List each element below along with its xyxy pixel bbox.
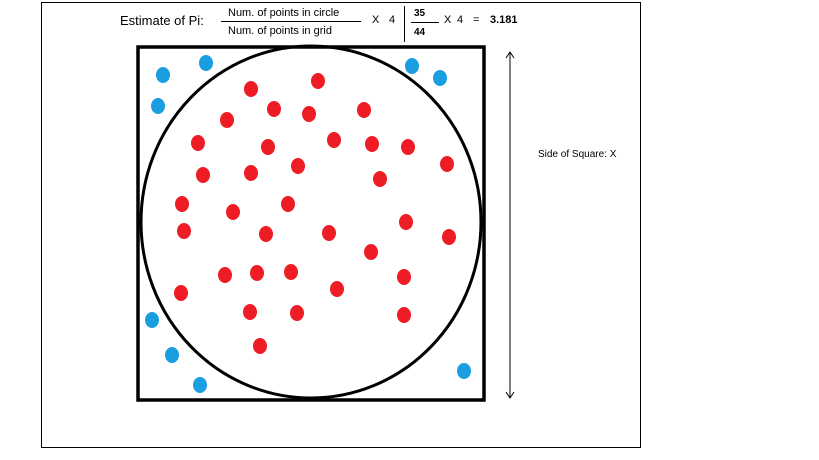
inside-point xyxy=(243,304,257,320)
outside-point xyxy=(165,347,179,363)
outside-point xyxy=(457,363,471,379)
inside-point xyxy=(175,196,189,212)
outside-points xyxy=(145,55,471,393)
arrowhead-top xyxy=(505,51,515,59)
inside-point xyxy=(253,338,267,354)
inside-point xyxy=(261,139,275,155)
inside-point xyxy=(218,267,232,283)
inside-point xyxy=(330,281,344,297)
inside-point xyxy=(397,269,411,285)
outside-point xyxy=(199,55,213,71)
inside-point xyxy=(357,102,371,118)
pi-estimate-result: 3.181 xyxy=(490,14,518,26)
arrowhead-bottom xyxy=(505,391,515,399)
inside-point xyxy=(401,139,415,155)
inside-point xyxy=(244,81,258,97)
inside-point xyxy=(291,158,305,174)
inside-point xyxy=(373,171,387,187)
inside-point xyxy=(191,135,205,151)
figure-frame xyxy=(41,2,641,448)
multiplier-2: 4 xyxy=(457,14,464,26)
inside-point xyxy=(442,229,456,245)
outside-point xyxy=(145,312,159,328)
inside-point xyxy=(364,244,378,260)
outside-point xyxy=(193,377,207,393)
inside-point xyxy=(174,285,188,301)
inside-point xyxy=(365,136,379,152)
inside-point xyxy=(397,307,411,323)
inside-point xyxy=(196,167,210,183)
equals-sign: = xyxy=(473,14,480,26)
inside-point xyxy=(311,73,325,89)
inside-point xyxy=(177,223,191,239)
outside-point xyxy=(151,98,165,114)
times-symbol: X xyxy=(372,14,380,26)
inside-point xyxy=(284,264,298,280)
inside-point xyxy=(440,156,454,172)
formula-numerator: Num. of points in circle xyxy=(228,7,340,19)
inside-point xyxy=(399,214,413,230)
count-fraction-bar xyxy=(411,22,439,23)
outside-point xyxy=(433,70,447,86)
multiplier: 4 xyxy=(389,14,396,26)
inside-point xyxy=(250,265,264,281)
inside-point xyxy=(322,225,336,241)
outside-point xyxy=(405,58,419,74)
inside-point xyxy=(267,101,281,117)
inside-point xyxy=(302,106,316,122)
inside-point xyxy=(327,132,341,148)
inside-point xyxy=(220,112,234,128)
times-symbol-2: X xyxy=(444,14,452,26)
inside-point xyxy=(281,196,295,212)
inside-point xyxy=(226,204,240,220)
inside-point xyxy=(259,226,273,242)
inscribed-circle xyxy=(139,44,483,400)
inside-point xyxy=(290,305,304,321)
side-of-square-label: Side of Square: X xyxy=(538,149,617,160)
inside-points xyxy=(174,73,456,354)
outside-point xyxy=(156,67,170,83)
total-count: 44 xyxy=(414,27,426,38)
fraction-bar xyxy=(221,21,361,22)
formula-separator xyxy=(404,6,405,42)
inside-point xyxy=(244,165,258,181)
formula-denominator: Num. of points in grid xyxy=(228,25,332,37)
formula-label: Estimate of Pi: xyxy=(120,13,204,28)
inside-count: 35 xyxy=(414,8,426,19)
